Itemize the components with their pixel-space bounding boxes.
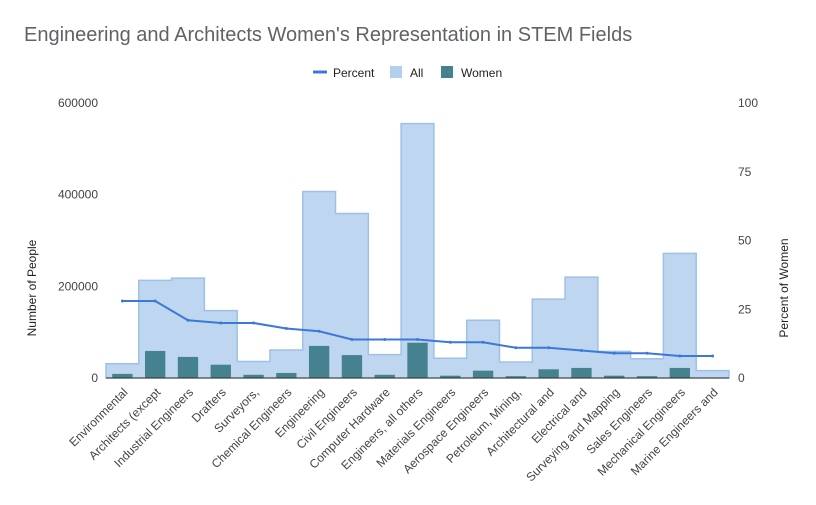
- women-bar: [177, 356, 199, 378]
- women-bar: [669, 367, 690, 378]
- right-tick-label: 75: [738, 165, 752, 179]
- area-layer: [105, 122, 730, 379]
- legend-all-label: All: [410, 66, 423, 80]
- left-tick-label: 600000: [58, 96, 98, 110]
- women-bar: [604, 375, 625, 378]
- women-bar: [440, 375, 461, 378]
- right-tick-label: 50: [738, 234, 752, 248]
- percent-point: [416, 338, 419, 341]
- left-tick-label: 200000: [58, 279, 98, 293]
- percent-point: [448, 340, 452, 344]
- axis-layer: 0 200000 400000 600000 0 25 50 75 100 Number of P…: [25, 96, 791, 484]
- legend-percent-label: Percent: [333, 66, 375, 80]
- chart-title: Engineering and Architects Women's Repre…: [24, 24, 633, 46]
- percent-point: [481, 340, 485, 344]
- legend: Percent All Women: [313, 66, 502, 80]
- left-axis-title: Number of People: [25, 239, 39, 336]
- legend-all-swatch: [390, 66, 402, 78]
- bar-layer: [112, 342, 723, 378]
- percent-point: [612, 351, 616, 355]
- right-tick-label: 100: [738, 96, 758, 110]
- women-bar: [407, 342, 428, 378]
- women-bar: [374, 374, 395, 378]
- women-bar: [243, 374, 264, 378]
- percent-point: [383, 338, 387, 341]
- percent-point: [514, 346, 518, 350]
- women-bar: [505, 376, 527, 378]
- women-bar: [145, 350, 166, 378]
- right-tick-label: 25: [738, 302, 752, 316]
- percent-point: [317, 329, 321, 333]
- percent-point: [645, 351, 649, 355]
- women-bar: [538, 369, 559, 378]
- all-area: [105, 122, 730, 379]
- legend-women-label: Women: [461, 66, 502, 80]
- percent-point: [186, 318, 190, 322]
- percent-point: [711, 354, 715, 358]
- women-bar: [308, 345, 330, 378]
- women-bar: [571, 367, 592, 378]
- percent-point: [284, 327, 288, 330]
- right-tick-label: 0: [738, 371, 745, 385]
- percent-point: [350, 338, 354, 341]
- percent-point: [120, 299, 124, 303]
- women-bar: [341, 355, 363, 378]
- women-bar: [636, 376, 658, 378]
- percent-point: [579, 349, 583, 352]
- legend-women-swatch: [441, 66, 453, 78]
- women-bar: [472, 370, 494, 378]
- women-bar: [112, 373, 133, 378]
- percent-point: [547, 346, 551, 350]
- percent-point: [153, 299, 157, 303]
- percent-point: [252, 321, 256, 325]
- percent-point: [678, 354, 682, 358]
- women-bar: [276, 372, 297, 378]
- women-bar: [210, 364, 231, 378]
- left-tick-label: 0: [91, 371, 98, 385]
- line-layer: [120, 299, 715, 358]
- percent-point: [219, 321, 223, 325]
- right-axis-title: Percent of Women: [777, 238, 791, 337]
- left-tick-label: 400000: [58, 188, 98, 202]
